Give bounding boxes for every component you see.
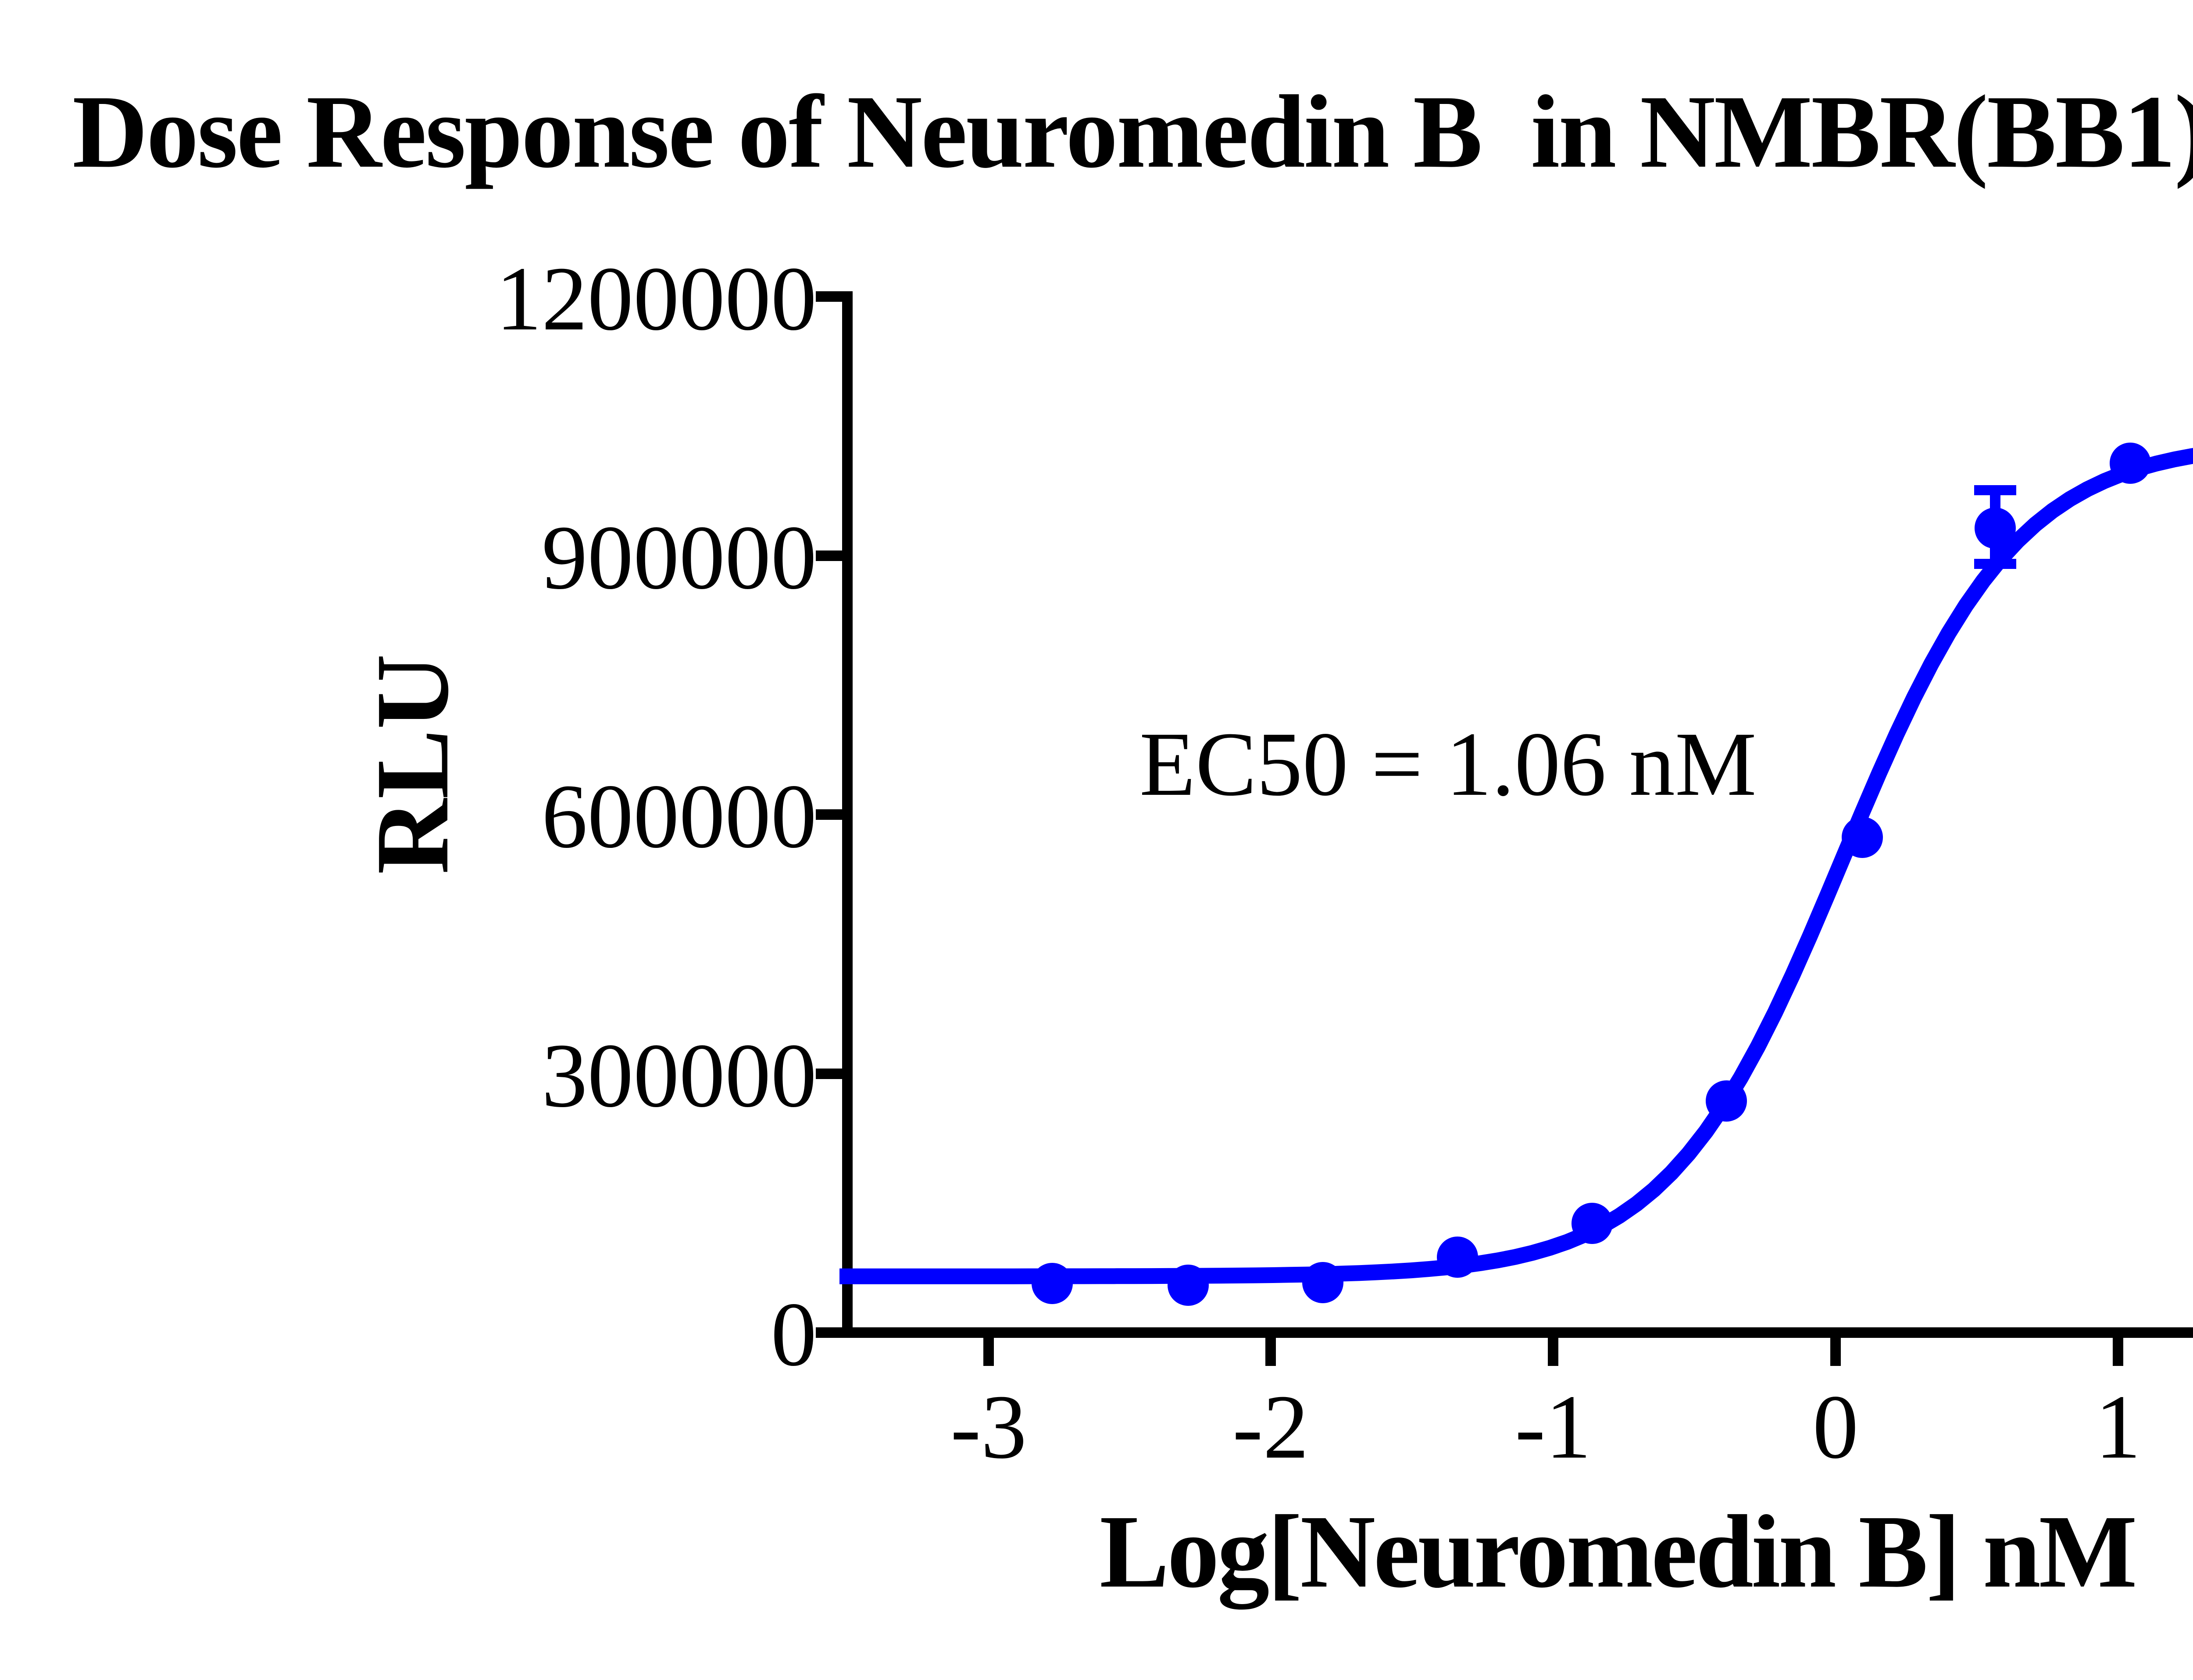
svg-text:EC50 = 1.06 nM: EC50 = 1.06 nM: [1139, 714, 1757, 815]
svg-text:-2: -2: [1232, 1376, 1309, 1478]
svg-text:-3: -3: [950, 1376, 1027, 1478]
svg-text:600000: 600000: [542, 766, 817, 867]
svg-text:0: 0: [771, 1284, 817, 1385]
svg-text:0: 0: [1813, 1376, 1859, 1478]
svg-text:900000: 900000: [542, 507, 817, 608]
svg-text:1: 1: [2095, 1376, 2141, 1478]
svg-text:1200000: 1200000: [496, 248, 817, 350]
svg-text:Log[Neuromedin B] nM: Log[Neuromedin B] nM: [1100, 1494, 2137, 1609]
svg-text:-1: -1: [1515, 1376, 1591, 1478]
svg-text:Dose Response of Neuromedin B: Dose Response of Neuromedin B in NMBR(BB…: [72, 64, 2193, 189]
svg-text:300000: 300000: [542, 1025, 817, 1126]
svg-text:RLU: RLU: [355, 654, 470, 875]
